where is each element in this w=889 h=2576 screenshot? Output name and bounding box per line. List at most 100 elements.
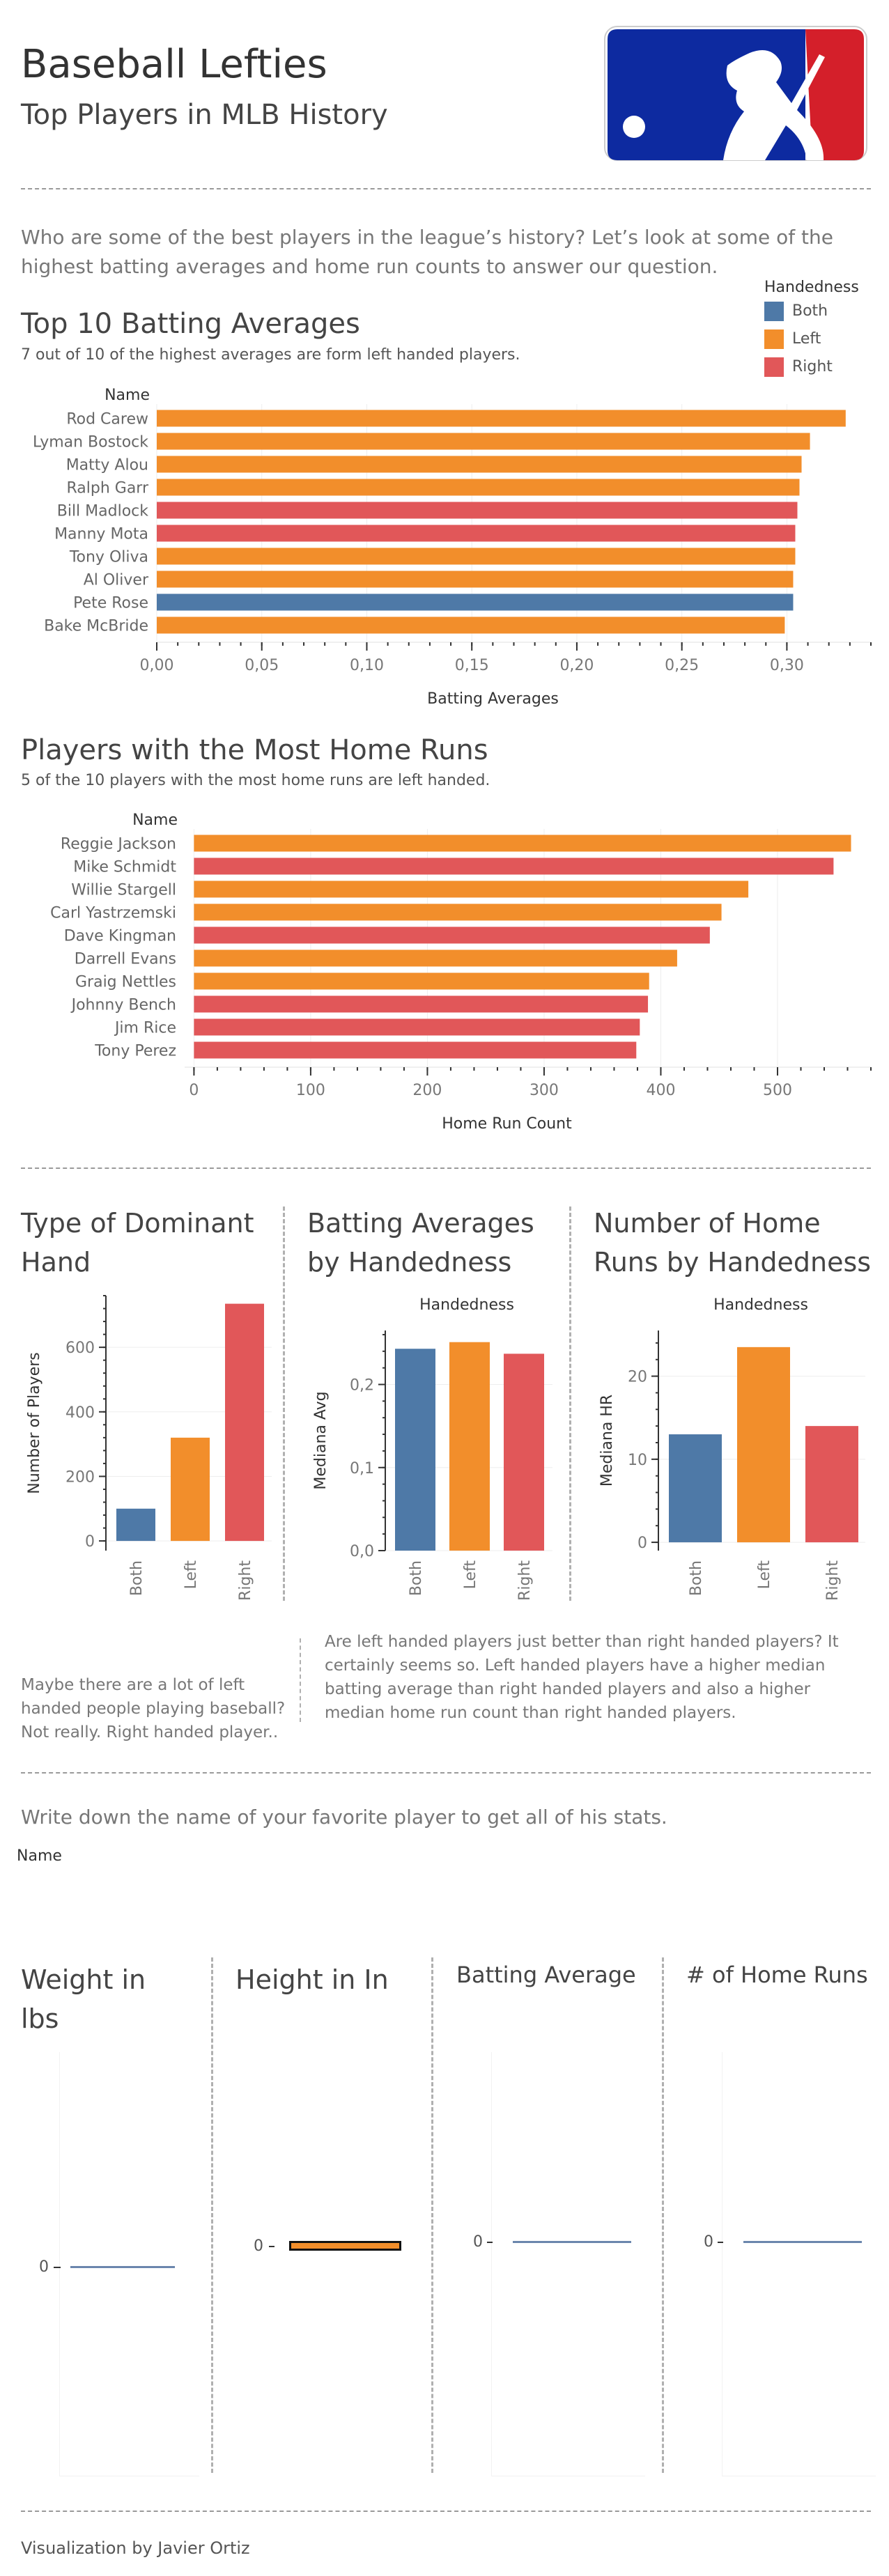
- footer-credit: Visualization by Javier Ortiz: [21, 2538, 250, 2558]
- avg-by-hand-chart: Handedness 0,0 0,1 0,2 Mediana Avg Both Left Ri…: [312, 1296, 552, 1601]
- bar: [194, 995, 649, 1013]
- height-title: Height in In: [235, 1964, 389, 1995]
- category-label: Tony Oliva: [69, 549, 148, 566]
- divider: [21, 1167, 871, 1169]
- mlb-batter-logo-icon: [604, 26, 867, 161]
- tick-label: 0: [189, 1082, 199, 1099]
- divider: [21, 1772, 871, 1774]
- category-label: Johnny Bench: [70, 997, 176, 1014]
- bar: [157, 433, 810, 450]
- panel-separator: [662, 1957, 664, 2473]
- bar: [504, 1353, 544, 1551]
- divider: [21, 2511, 871, 2512]
- y-axis-title: Number of Players: [26, 1352, 43, 1494]
- category-label: Right: [824, 1560, 842, 1601]
- category-label: Jim Rice: [114, 1020, 176, 1037]
- legend-swatch-left: [764, 329, 784, 349]
- category-label: Ralph Garr: [66, 480, 148, 497]
- intro-text: Who are some of the best players in the …: [21, 226, 833, 278]
- bar: [157, 456, 802, 473]
- lookup-prompt: Write down the name of your favorite pla…: [21, 1806, 667, 1829]
- home-runs-panel: 0: [704, 2052, 876, 2476]
- category-label: Willie Stargell: [71, 882, 176, 899]
- player-name-label: Name: [17, 1847, 62, 1865]
- legend-item-right[interactable]: Right: [764, 357, 859, 377]
- legend-item-left[interactable]: Left: [764, 329, 859, 349]
- tick-label: 400: [65, 1404, 95, 1422]
- batting-average-title: Batting Average: [456, 1962, 636, 1988]
- home-runs-title: # of Home Runs: [686, 1962, 868, 1988]
- player-name-field[interactable]: Name: [17, 1847, 295, 1896]
- y-axis-header: Name: [105, 387, 150, 404]
- avg-zero-label: 0: [473, 2233, 483, 2251]
- category-label: Carl Yastrzemski: [50, 905, 176, 922]
- category-label: Both: [128, 1560, 146, 1596]
- category-label: Dave Kingman: [64, 928, 176, 945]
- lefties-better-text: Are left handed players just better than…: [325, 1633, 839, 1722]
- bar: [669, 1434, 722, 1543]
- dominant-hand-title: Type of Dominant Hand: [21, 1208, 254, 1278]
- tick-label: 0,1: [350, 1460, 374, 1477]
- tick-label: 0,2: [350, 1377, 374, 1395]
- batting-average-panel: 0: [473, 2052, 645, 2476]
- weight-title: Weight in lbs: [21, 1964, 146, 2034]
- text-separator: [300, 1638, 301, 1722]
- tick-label: 0,20: [559, 657, 594, 674]
- bar: [194, 903, 722, 921]
- left-handed-population-text: Maybe there are a lot of left handed peo…: [21, 1676, 286, 1741]
- category-label: Right: [237, 1560, 254, 1601]
- tick-label: 500: [763, 1082, 792, 1099]
- panel-separator: [283, 1206, 285, 1601]
- x-axis-title: Batting Averages: [427, 690, 559, 708]
- category-label: Left: [462, 1560, 479, 1590]
- category-label: Lyman Bostock: [33, 434, 148, 451]
- category-label: Bake McBride: [44, 618, 148, 635]
- category-label: Al Oliver: [84, 572, 149, 589]
- height-panel: 0: [254, 2052, 417, 2476]
- tick-label: 0: [85, 1533, 95, 1551]
- category-label: Matty Alou: [66, 457, 148, 474]
- category-label: Rod Carew: [66, 411, 148, 428]
- category-label: Right: [516, 1560, 534, 1601]
- legend-item-both[interactable]: Both: [764, 302, 859, 321]
- category-label: Tony Perez: [94, 1043, 176, 1060]
- weight-zero-line: [70, 2266, 175, 2268]
- mlb-logo: [603, 25, 868, 162]
- category-label: Both: [408, 1560, 425, 1596]
- avg-axis-tick: [487, 2242, 493, 2243]
- dominant-hand-chart: 0 200 400 600 Number of Players Both Left Right: [26, 1295, 272, 1601]
- legend-label-right: Right: [792, 358, 833, 375]
- category-label: Manny Mota: [54, 526, 148, 543]
- legend-title: Handedness: [764, 279, 859, 296]
- weight-panel: 0: [39, 2052, 199, 2476]
- tick-label: 300: [529, 1082, 559, 1099]
- tick-label: 100: [296, 1082, 325, 1099]
- hr-by-hand-chart: Handedness 0 10 20 Mediana HR Both Left Right: [598, 1296, 865, 1601]
- legend-swatch-right: [764, 357, 784, 377]
- panel-separator: [431, 1957, 433, 2473]
- legend-header: Handedness: [419, 1296, 514, 1314]
- weight-zero-label: 0: [39, 2258, 49, 2276]
- tick-label: 600: [65, 1340, 95, 1357]
- tick-label: 0: [637, 1535, 647, 1552]
- y-axis-title: Mediana Avg: [312, 1391, 330, 1489]
- tick-label: 20: [628, 1369, 647, 1386]
- bar: [194, 880, 749, 898]
- bar: [157, 502, 798, 519]
- homerun-bar-chart: Name Reggie Jackson Mike Schmidt Willie Sta…: [50, 812, 872, 1133]
- bar: [194, 926, 710, 944]
- bar: [157, 616, 785, 634]
- category-label: Mike Schmidt: [73, 859, 176, 876]
- bar: [194, 949, 677, 967]
- hr-zero-line: [743, 2241, 862, 2243]
- panel-separator: [211, 1957, 213, 2473]
- hr-zero-label: 0: [704, 2233, 713, 2251]
- panel-separator: [569, 1206, 571, 1601]
- tick-label: 10: [628, 1452, 647, 1469]
- height-zero-bar: [289, 2241, 401, 2251]
- tick-label: 200: [412, 1082, 442, 1099]
- bar: [449, 1342, 490, 1551]
- hr-by-hand-title: Number of Home Runs by Handedness: [594, 1208, 872, 1278]
- legend-label-both: Both: [792, 302, 828, 320]
- category-label: Bill Madlock: [57, 503, 149, 520]
